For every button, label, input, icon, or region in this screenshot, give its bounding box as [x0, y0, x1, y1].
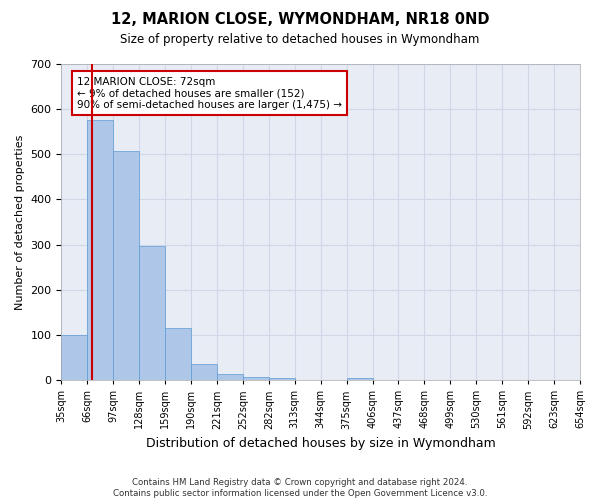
Bar [61, 335, 88, 380]
Text: 12 MARION CLOSE: 72sqm
← 9% of detached houses are smaller (152)
90% of semi-det: 12 MARION CLOSE: 72sqm ← 9% of detached … [77, 76, 342, 110]
Bar [139, 246, 165, 380]
Text: Contains HM Land Registry data © Crown copyright and database right 2024.
Contai: Contains HM Land Registry data © Crown c… [113, 478, 487, 498]
Bar [165, 328, 191, 380]
Bar [88, 120, 113, 380]
Text: 12, MARION CLOSE, WYMONDHAM, NR18 0ND: 12, MARION CLOSE, WYMONDHAM, NR18 0ND [111, 12, 489, 28]
Bar [217, 374, 243, 380]
Bar [113, 151, 139, 380]
Bar [269, 378, 295, 380]
Bar [191, 364, 217, 380]
Bar [243, 376, 269, 380]
Text: Size of property relative to detached houses in Wymondham: Size of property relative to detached ho… [121, 32, 479, 46]
Y-axis label: Number of detached properties: Number of detached properties [15, 134, 25, 310]
Bar [347, 378, 373, 380]
X-axis label: Distribution of detached houses by size in Wymondham: Distribution of detached houses by size … [146, 437, 496, 450]
